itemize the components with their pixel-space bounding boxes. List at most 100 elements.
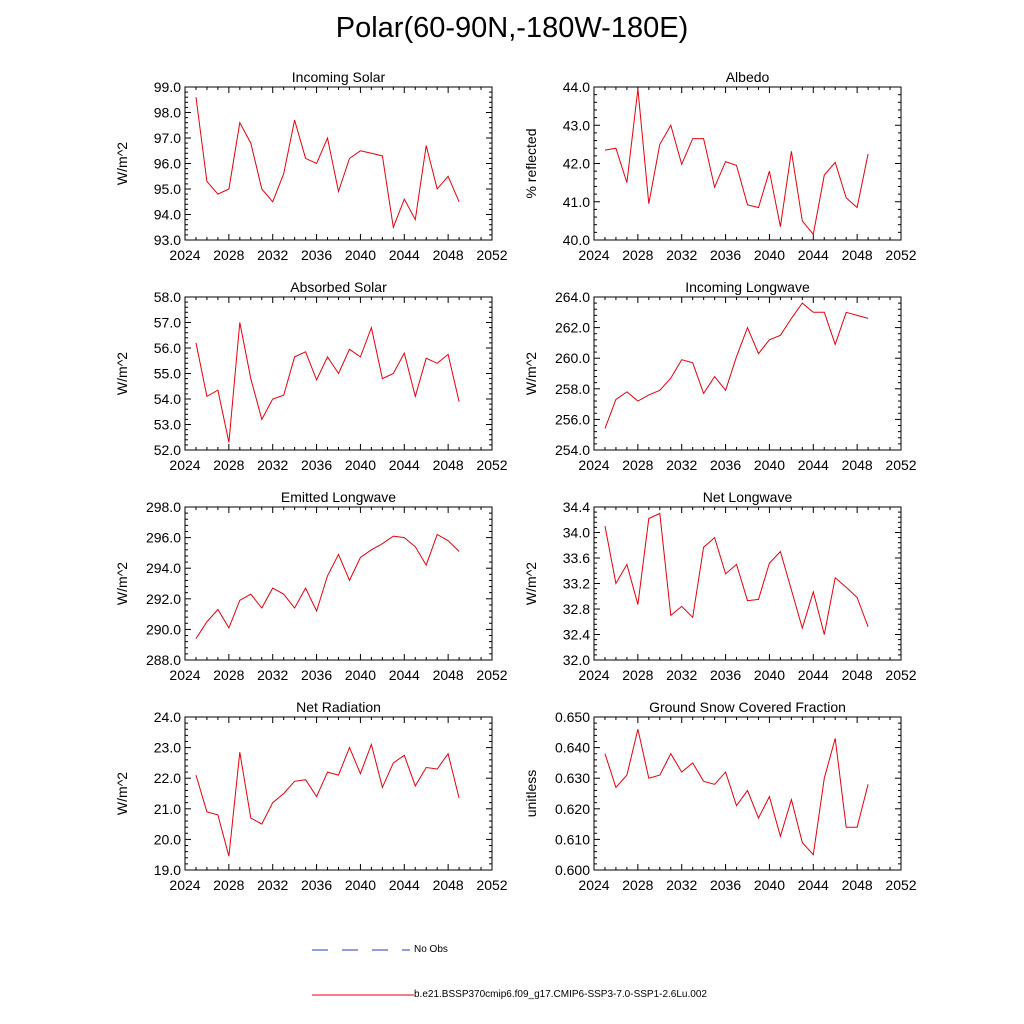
y-tick-label: 56.0 [154, 340, 181, 356]
x-tick-label: 2052 [885, 877, 916, 893]
x-tick-label: 2044 [798, 667, 829, 683]
x-tick-label: 2028 [213, 247, 244, 263]
x-tick-label: 2032 [257, 667, 288, 683]
x-tick-label: 2048 [842, 877, 873, 893]
x-tick-label: 2044 [389, 877, 420, 893]
x-tick-label: 2024 [169, 667, 200, 683]
y-tick-label: 24.0 [154, 709, 181, 725]
series-line [195, 97, 460, 230]
series-line [195, 742, 460, 857]
x-tick-label: 2040 [345, 247, 376, 263]
y-tick-label: 40.0 [563, 232, 590, 248]
x-tick-label: 2024 [578, 667, 609, 683]
y-tick-label: 290.0 [146, 621, 181, 637]
panel-title: Incoming Solar [292, 69, 386, 85]
series-line [604, 729, 869, 856]
plot-frame [593, 296, 902, 451]
x-tick-label: 2044 [798, 877, 829, 893]
x-tick-label: 2024 [169, 247, 200, 263]
x-tick-label: 2048 [842, 247, 873, 263]
x-tick-label: 2052 [885, 457, 916, 473]
plot-frame [184, 506, 493, 661]
y-tick-label: 96.0 [154, 156, 181, 172]
x-tick-label: 2048 [433, 457, 464, 473]
x-tick-label: 2052 [476, 457, 507, 473]
panel-title: Albedo [726, 69, 770, 85]
y-tick-label: 258.0 [555, 381, 590, 397]
y-axis-label: W/m^2 [114, 142, 130, 185]
y-axis-label: W/m^2 [114, 562, 130, 605]
y-tick-label: 298.0 [146, 499, 181, 515]
y-tick-label: 22.0 [154, 770, 181, 786]
x-tick-label: 2024 [578, 877, 609, 893]
x-tick-label: 2032 [257, 247, 288, 263]
panel-5: Net Longwave W/m^2 2024 2028 2032 2036 2040 204… [523, 489, 917, 683]
y-tick-label: 0.610 [555, 831, 590, 847]
series-line [604, 88, 869, 236]
y-tick-label: 43.0 [563, 117, 590, 133]
y-tick-label: 32.8 [563, 601, 590, 617]
x-tick-label: 2028 [213, 877, 244, 893]
y-axis-label: % reflected [523, 128, 539, 198]
y-tick-label: 54.0 [154, 391, 181, 407]
x-tick-label: 2036 [301, 457, 332, 473]
x-tick-label: 2040 [345, 457, 376, 473]
y-tick-label: 23.0 [154, 740, 181, 756]
y-tick-label: 95.0 [154, 181, 181, 197]
y-tick-label: 32.0 [563, 652, 590, 668]
y-tick-label: 21.0 [154, 801, 181, 817]
panel-title: Net Radiation [296, 699, 381, 715]
y-tick-label: 99.0 [154, 79, 181, 95]
series-line [604, 512, 869, 635]
x-tick-label: 2028 [622, 877, 653, 893]
plot-frame [184, 716, 493, 871]
x-tick-label: 2036 [710, 247, 741, 263]
legend-label-model: b.e21.BSSP370cmip6.f09_g17.CMIP6-SSP3-7.… [414, 989, 707, 1000]
y-axis-label: W/m^2 [523, 352, 539, 395]
x-tick-label: 2036 [301, 247, 332, 263]
x-tick-label: 2032 [666, 877, 697, 893]
x-tick-label: 2028 [213, 667, 244, 683]
x-tick-label: 2052 [885, 667, 916, 683]
y-tick-label: 42.0 [563, 156, 590, 172]
x-tick-label: 2040 [345, 667, 376, 683]
y-tick-label: 34.4 [563, 499, 590, 515]
y-tick-label: 34.0 [563, 525, 590, 541]
x-tick-label: 2028 [622, 247, 653, 263]
x-tick-label: 2028 [622, 667, 653, 683]
legend-swatch-model [312, 994, 414, 996]
x-tick-label: 2024 [578, 457, 609, 473]
legend-label-no-obs: No Obs [414, 944, 448, 955]
plot-frame [184, 86, 493, 241]
y-tick-label: 53.0 [154, 417, 181, 433]
panel-1: Albedo % reflected 2024 2028 2032 2036 2040 204… [523, 69, 917, 263]
x-tick-label: 2044 [798, 247, 829, 263]
panel-6: Net Radiation W/m^2 2024 2028 2032 2036 2040 20… [114, 699, 508, 893]
x-tick-label: 2044 [389, 457, 420, 473]
y-tick-label: 93.0 [154, 232, 181, 248]
figure-title: Polar(60-90N,-180W-180E) [335, 12, 689, 44]
legend-swatch-no-obs [312, 949, 410, 951]
panel-title: Ground Snow Covered Fraction [649, 699, 846, 715]
y-tick-label: 33.2 [563, 576, 590, 592]
x-tick-label: 2036 [710, 457, 741, 473]
y-tick-label: 260.0 [555, 350, 590, 366]
y-tick-label: 292.0 [146, 591, 181, 607]
x-tick-label: 2040 [754, 877, 785, 893]
x-tick-label: 2040 [754, 247, 785, 263]
y-tick-label: 32.4 [563, 627, 590, 643]
y-tick-label: 0.650 [555, 709, 590, 725]
y-tick-label: 94.0 [154, 207, 181, 223]
y-axis-label: W/m^2 [114, 772, 130, 815]
plot-frame [593, 506, 902, 661]
y-tick-label: 19.0 [154, 862, 181, 878]
y-tick-label: 264.0 [555, 289, 590, 305]
x-tick-label: 2032 [666, 667, 697, 683]
panel-2: Absorbed Solar W/m^2 2024 2028 2032 2036 2040 2… [114, 279, 508, 473]
panel-7: Ground Snow Covered Fraction unitless 2024… [523, 699, 917, 893]
x-tick-label: 2048 [433, 667, 464, 683]
x-tick-label: 2052 [885, 247, 916, 263]
y-tick-label: 57.0 [154, 315, 181, 331]
x-tick-label: 2052 [476, 247, 507, 263]
